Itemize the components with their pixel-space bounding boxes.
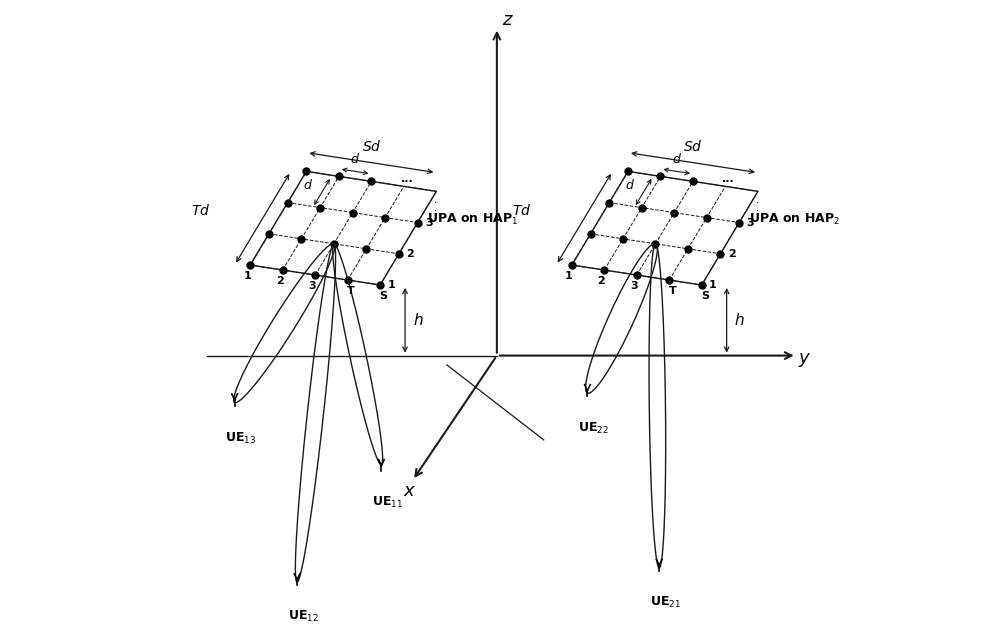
Text: 1: 1 xyxy=(388,280,395,290)
Text: S: S xyxy=(701,291,709,301)
Text: 2: 2 xyxy=(597,276,605,286)
Text: 2: 2 xyxy=(406,249,414,259)
Text: UE$_{11}$: UE$_{11}$ xyxy=(372,495,403,510)
Text: $d$: $d$ xyxy=(625,178,635,192)
Text: T: T xyxy=(668,286,676,296)
Text: T: T xyxy=(347,286,355,296)
Text: 1: 1 xyxy=(565,271,573,281)
Text: $d$: $d$ xyxy=(350,151,360,165)
Text: UPA on HAP$_2$: UPA on HAP$_2$ xyxy=(749,212,840,227)
Text: ···: ··· xyxy=(401,177,413,187)
Text: 3: 3 xyxy=(308,281,316,291)
Text: $h$: $h$ xyxy=(413,312,423,328)
Text: 3: 3 xyxy=(425,218,433,228)
Text: 1: 1 xyxy=(243,271,251,281)
Text: 2: 2 xyxy=(276,276,283,286)
Text: $Td$: $Td$ xyxy=(191,203,210,218)
Text: UPA on HAP$_1$: UPA on HAP$_1$ xyxy=(427,212,518,227)
Text: $y$: $y$ xyxy=(798,351,812,369)
Text: $Sd$: $Sd$ xyxy=(362,139,381,155)
Text: ···: ··· xyxy=(722,177,735,187)
Text: UE$_{13}$: UE$_{13}$ xyxy=(225,430,256,445)
Text: $Sd$: $Sd$ xyxy=(683,139,703,155)
Text: UE$_{21}$: UE$_{21}$ xyxy=(650,595,681,610)
Text: $Td$: $Td$ xyxy=(512,203,532,218)
Text: ·
·: · · xyxy=(756,198,759,216)
Text: 2: 2 xyxy=(728,249,736,259)
Text: UE$_{22}$: UE$_{22}$ xyxy=(578,421,609,436)
Text: $d$: $d$ xyxy=(303,178,313,192)
Text: ·
·: · · xyxy=(434,198,437,216)
Text: UE$_{12}$: UE$_{12}$ xyxy=(288,609,319,624)
Text: $h$: $h$ xyxy=(734,312,745,328)
Text: 3: 3 xyxy=(630,281,637,291)
Text: $x$: $x$ xyxy=(403,482,416,500)
Text: $d$: $d$ xyxy=(672,151,682,165)
Text: S: S xyxy=(379,291,387,301)
Text: 1: 1 xyxy=(709,280,717,290)
Text: $z$: $z$ xyxy=(502,11,514,28)
Text: 3: 3 xyxy=(747,218,754,228)
